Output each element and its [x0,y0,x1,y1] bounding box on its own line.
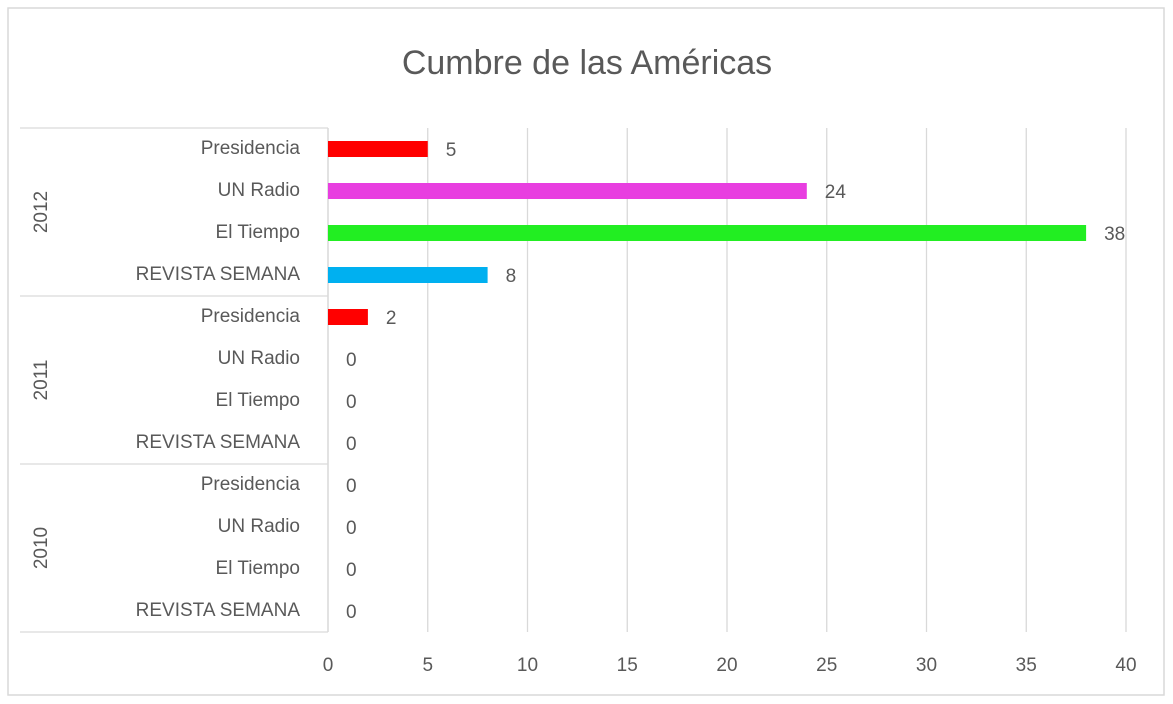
x-tick-label: 30 [916,655,937,676]
category-label: Presidencia [201,138,301,159]
data-label: 0 [346,476,357,497]
x-tick-label: 5 [422,655,433,676]
data-label: 0 [346,518,357,539]
category-label: Presidencia [201,474,301,495]
x-tick-label: 40 [1115,655,1136,676]
category-label: REVISTA SEMANA [136,600,301,621]
bar [328,309,368,325]
data-label: 0 [346,350,357,371]
x-tick-label: 0 [323,655,334,676]
data-label: 38 [1104,224,1125,245]
bar [328,267,488,283]
x-tick-label: 35 [1016,655,1037,676]
category-label: UN Radio [218,516,300,537]
category-label: REVISTA SEMANA [136,432,301,453]
bar [328,141,428,157]
data-label: 24 [825,182,847,203]
data-label: 8 [506,266,517,287]
group-label: 2012 [31,191,52,233]
x-tick-label: 15 [617,655,638,676]
group-label: 2010 [31,527,52,569]
data-label: 5 [446,140,457,161]
x-tick-label: 10 [517,655,538,676]
category-label: UN Radio [218,348,300,369]
data-label: 0 [346,434,357,455]
category-label: REVISTA SEMANA [136,264,301,285]
category-label: El Tiempo [216,558,300,579]
category-label: Presidencia [201,306,301,327]
chart-border [7,7,1165,696]
category-label: UN Radio [218,180,300,201]
data-label: 2 [386,308,397,329]
data-label: 0 [346,392,357,413]
category-label: El Tiempo [216,222,300,243]
data-label: 0 [346,560,357,581]
bar [328,183,807,199]
x-tick-label: 20 [716,655,737,676]
group-label: 2011 [31,360,52,401]
bar [328,225,1087,241]
x-tick-label: 25 [816,655,837,676]
category-label: El Tiempo [216,390,300,411]
chart-title: Cumbre de las Américas [402,44,772,82]
data-label: 0 [346,602,357,623]
